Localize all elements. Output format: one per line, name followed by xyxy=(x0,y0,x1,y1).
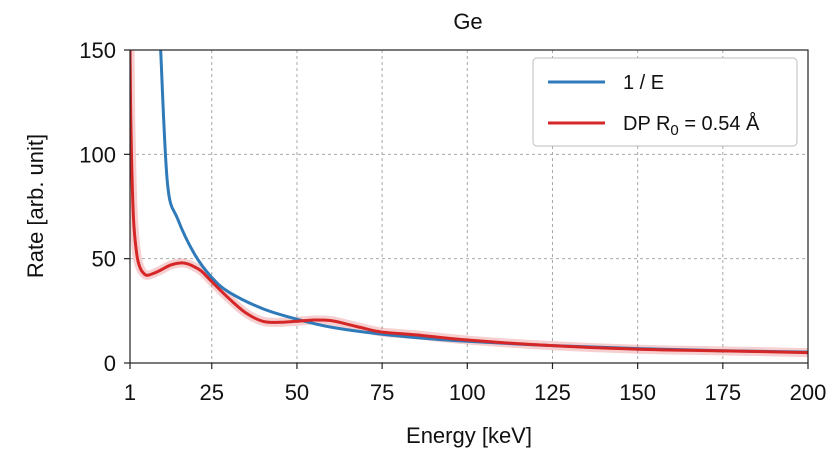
legend-label-dp-prefix: DP R xyxy=(623,113,670,135)
x-tick-label: 150 xyxy=(619,380,656,405)
y-tick-label: 100 xyxy=(79,142,116,167)
legend: 1 / E DP R0 = 0.54 Å xyxy=(532,57,798,147)
y-tick-label: 150 xyxy=(79,38,116,63)
x-tick-label: 100 xyxy=(449,380,486,405)
y-axis-label: Rate [arb. unit] xyxy=(23,134,48,278)
y-tick-label: 0 xyxy=(104,351,116,376)
x-tick-label: 1 xyxy=(124,380,136,405)
x-tick-label: 200 xyxy=(790,380,827,405)
plot-area-frame xyxy=(129,49,809,364)
legend-label-dp-subscript: 0 xyxy=(670,122,678,139)
x-tick-label: 125 xyxy=(534,380,571,405)
legend-label-dp: DP R0 = 0.54 Å xyxy=(623,112,760,139)
x-axis-label: Energy [keV] xyxy=(406,423,532,448)
series-lines xyxy=(130,50,808,358)
legend-label-dp-suffix: = 0.54 Å xyxy=(679,112,760,135)
x-tick-label: 175 xyxy=(704,380,741,405)
chart-title: Ge xyxy=(453,9,482,34)
gridlines xyxy=(130,50,808,363)
x-tick-label: 25 xyxy=(200,380,224,405)
x-tick-label: 75 xyxy=(370,380,394,405)
y-tick-label: 50 xyxy=(92,247,116,272)
x-tick-label: 50 xyxy=(285,380,309,405)
series-line-dp xyxy=(130,50,808,355)
legend-label-1-over-e: 1 / E xyxy=(623,72,664,94)
